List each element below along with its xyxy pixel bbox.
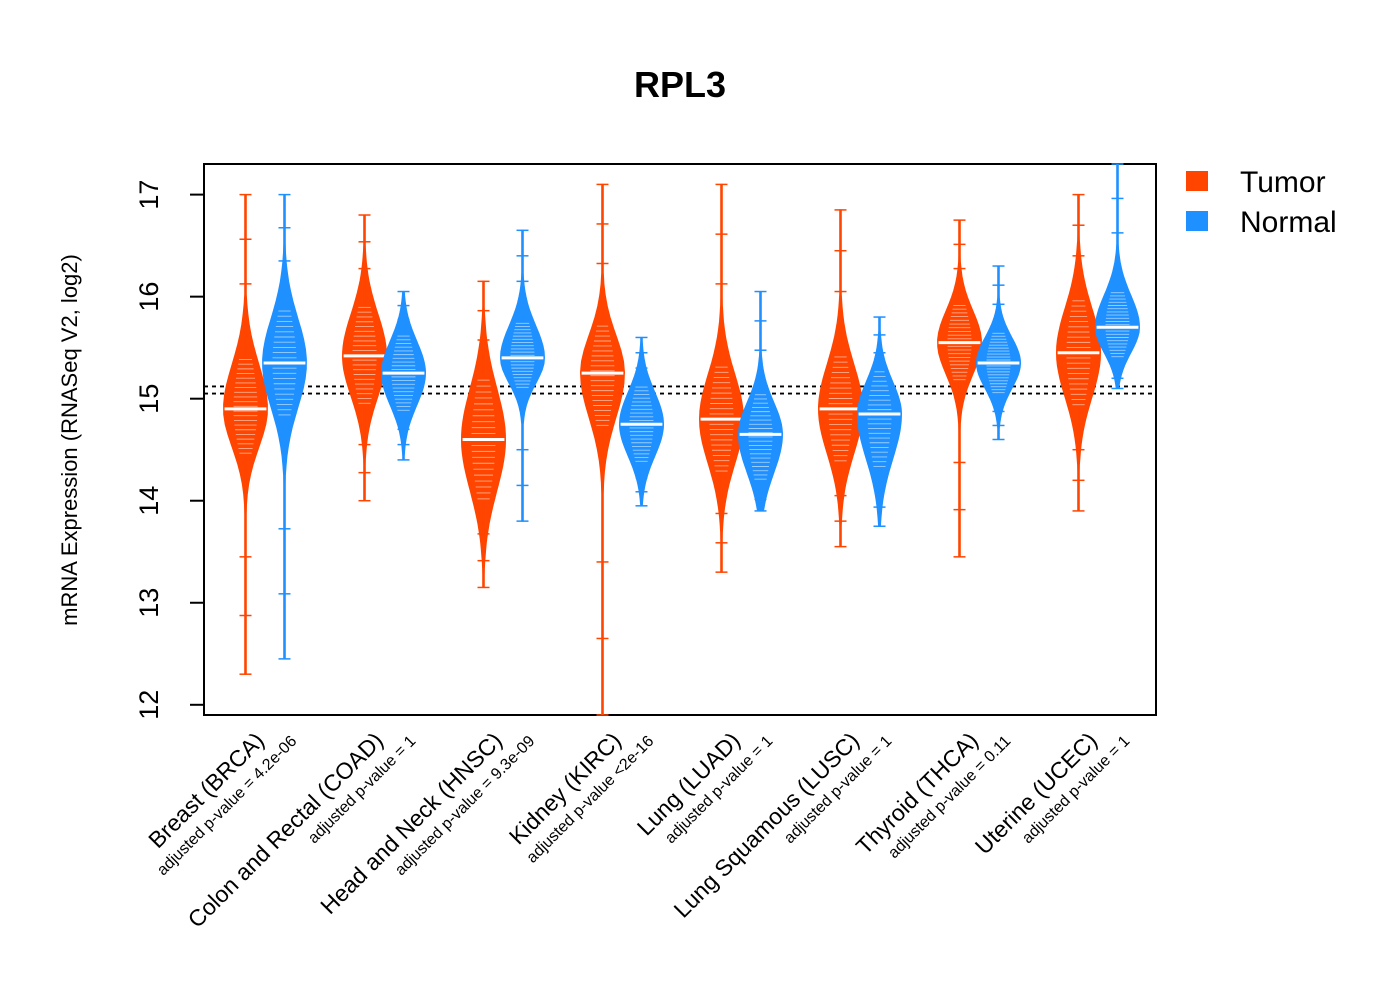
- group-6: [817, 209, 903, 548]
- y-axis-label: mRNA Expression (RNASeq V2, log2): [57, 254, 82, 626]
- chart-title: RPL3: [634, 64, 726, 105]
- normal-violin: [499, 229, 546, 522]
- y-tick-label: 13: [134, 588, 164, 618]
- normal-violin: [1094, 163, 1141, 390]
- normal-violin: [856, 316, 903, 527]
- normal-violin: [380, 290, 427, 461]
- group-7: [937, 219, 1022, 558]
- legend-label: Normal: [1240, 206, 1337, 239]
- y-axis: 12 13 14 15 16 17: [134, 180, 205, 720]
- y-tick-label: 12: [134, 690, 164, 720]
- group-3: [460, 229, 546, 589]
- tumor-violin: [937, 219, 982, 558]
- tumor-violin: [698, 183, 745, 573]
- y-tick-label: 15: [134, 384, 164, 414]
- group-2: [341, 214, 427, 502]
- group-4: [579, 183, 665, 716]
- x-axis-labels: Breast (BRCA)adjusted p-value = 4.2e-06C…: [143, 727, 1133, 932]
- normal-violin: [737, 290, 784, 512]
- legend-label: Tumor: [1240, 166, 1326, 199]
- tumor-violin: [579, 183, 626, 716]
- y-tick-label: 14: [134, 486, 164, 516]
- legend-swatch: [1186, 171, 1208, 191]
- tumor-violin: [460, 280, 507, 589]
- group-8: [1055, 163, 1141, 512]
- group-5: [698, 183, 784, 573]
- tumor-violin: [817, 209, 864, 548]
- legend: Tumor Normal: [1186, 166, 1337, 239]
- normal-violin: [618, 336, 665, 507]
- tumor-violin: [1055, 193, 1102, 512]
- y-tick-label: 16: [134, 282, 164, 312]
- tumor-violin: [341, 214, 388, 502]
- plot-frame: [203, 163, 1157, 716]
- y-tick-label: 17: [134, 180, 164, 210]
- legend-swatch: [1186, 211, 1208, 231]
- normal-violin: [975, 265, 1022, 441]
- group-1: [223, 193, 307, 675]
- normal-violin: [262, 193, 307, 660]
- violins: [223, 163, 1141, 716]
- tumor-violin: [223, 193, 268, 675]
- reference-lines: [204, 385, 1156, 395]
